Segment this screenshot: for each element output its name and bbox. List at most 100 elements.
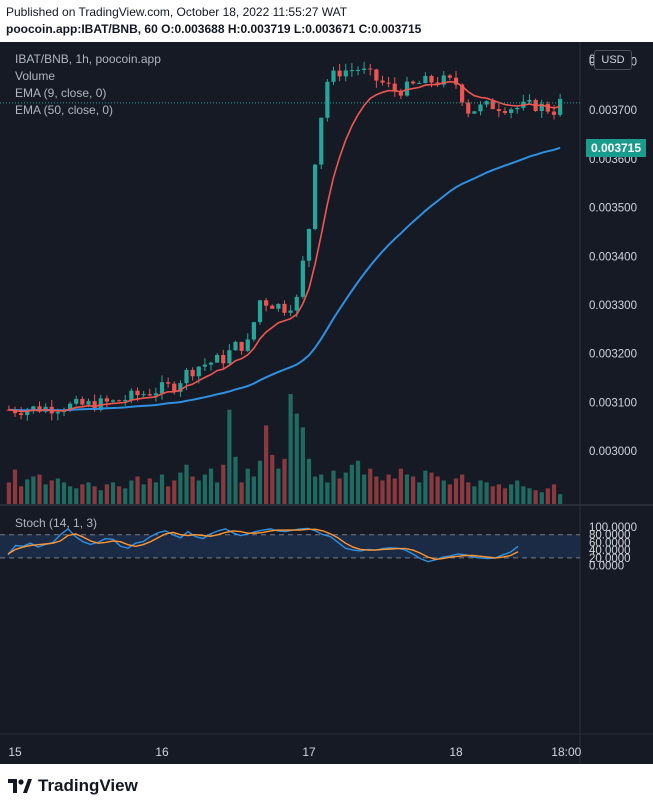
- candle-body: [306, 228, 312, 261]
- volume-bar: [184, 464, 189, 504]
- time-tick-label: 17: [302, 745, 316, 759]
- volume-bar: [153, 482, 158, 504]
- volume-bar: [313, 476, 318, 504]
- candle-body: [496, 109, 501, 112]
- currency-button[interactable]: USD: [594, 50, 632, 70]
- legend-volume: Volume: [15, 69, 56, 83]
- candle-body: [74, 399, 79, 404]
- candle-body: [398, 91, 403, 96]
- volume-bar: [178, 472, 183, 504]
- chart-area[interactable]: 0.0038000.0037000.0036000.0035000.003400…: [0, 42, 653, 764]
- volume-bar: [49, 480, 54, 504]
- volume-bar: [288, 394, 293, 504]
- volume-bar: [221, 464, 226, 504]
- volume-bar: [196, 480, 201, 504]
- stoch-d-line: [7, 528, 519, 561]
- volume-bar: [294, 413, 299, 504]
- candle-body: [294, 296, 299, 311]
- candle-body: [392, 83, 397, 92]
- candle-body: [343, 70, 348, 77]
- candle-body: [502, 111, 508, 113]
- volume-bar: [472, 486, 477, 504]
- tradingview-logo-text: TradingView: [38, 776, 138, 795]
- candle-body: [362, 68, 367, 70]
- candle-body: [374, 69, 379, 81]
- candle-body: [355, 69, 361, 71]
- candle-body: [196, 366, 201, 377]
- volume-bar: [6, 482, 11, 504]
- price-tick-label: 0.003400: [589, 251, 637, 263]
- last-price-tag: 0.003715: [586, 139, 646, 157]
- volume-bar: [417, 482, 422, 504]
- symbol-ohlc-line: poocoin.app:IBAT/BNB, 60 O:0.003688 H:0.…: [6, 22, 422, 36]
- candle-body: [472, 111, 477, 114]
- candle-body: [325, 81, 330, 118]
- stoch-tick-label: 0.0000: [589, 561, 624, 573]
- volume-bar: [515, 480, 520, 504]
- candle-body: [429, 75, 434, 83]
- volume-bar: [227, 409, 232, 504]
- candle-body: [19, 413, 24, 416]
- candle-body: [527, 100, 532, 102]
- price-tick-label: 0.003300: [589, 300, 637, 312]
- volume-bar: [441, 480, 446, 504]
- candle-body: [349, 70, 354, 72]
- published-line: Published on TradingView.com, October 18…: [6, 5, 348, 19]
- volume-bar: [117, 486, 122, 504]
- volume-bar: [551, 484, 557, 504]
- volume-bar: [147, 478, 152, 504]
- candle-body: [551, 111, 557, 115]
- volume-bar: [453, 478, 459, 504]
- volume-bar: [343, 472, 348, 504]
- stoch-tick-label: 100.0000: [589, 522, 637, 534]
- price-tick-label: 0: [589, 54, 595, 66]
- candle-body: [509, 109, 514, 113]
- time-tick-label: 15: [8, 745, 22, 759]
- volume-bar: [374, 476, 379, 504]
- candle-body: [166, 382, 171, 384]
- chart-canvas[interactable]: 0.0038000.0037000.0036000.0035000.003400…: [0, 42, 653, 764]
- candle-body: [208, 362, 214, 365]
- stoch-tick-label: 60.0000: [589, 537, 631, 549]
- volume-bar: [123, 488, 128, 504]
- price-tick-label: 0.003700: [589, 105, 637, 117]
- volume-bar: [490, 486, 495, 504]
- candle-body: [288, 310, 293, 313]
- footer-logo[interactable]: TradingView: [8, 775, 138, 797]
- volume-bar: [245, 468, 250, 504]
- volume-bar: [435, 476, 440, 504]
- volume-bar: [300, 427, 305, 504]
- candle-body: [319, 117, 324, 165]
- candle-body: [80, 399, 85, 405]
- candle-body: [147, 394, 152, 396]
- volume-bar: [362, 474, 367, 504]
- candle-body: [117, 400, 122, 402]
- volume-bar: [19, 486, 24, 504]
- volume-bar: [398, 468, 403, 504]
- time-tick-label: 18:00: [551, 745, 581, 759]
- volume-bar: [478, 480, 483, 504]
- volume-bar: [135, 476, 140, 504]
- volume-bar: [25, 479, 30, 504]
- volume-bar: [545, 488, 550, 504]
- candle-body: [264, 300, 269, 306]
- volume-bar: [159, 474, 165, 504]
- candle-body: [178, 383, 183, 392]
- candle-body: [276, 303, 281, 309]
- volume-bar: [447, 484, 452, 504]
- candle-body: [25, 410, 30, 416]
- volume-bar: [380, 480, 385, 504]
- volume-bar: [208, 468, 214, 504]
- candle-body: [135, 390, 140, 396]
- volume-bar: [306, 458, 312, 504]
- volume-bar: [276, 468, 281, 504]
- ema9-line: [8, 80, 561, 413]
- legend-stoch: Stoch (14, 1, 3): [15, 516, 98, 530]
- volume-bar: [92, 486, 97, 504]
- volume-bar: [239, 482, 244, 504]
- volume-bar: [558, 494, 563, 504]
- volume-bar: [55, 478, 60, 504]
- stoch-tick-label: 80.0000: [589, 530, 631, 542]
- candle-body: [123, 399, 128, 402]
- candle-body: [245, 339, 250, 351]
